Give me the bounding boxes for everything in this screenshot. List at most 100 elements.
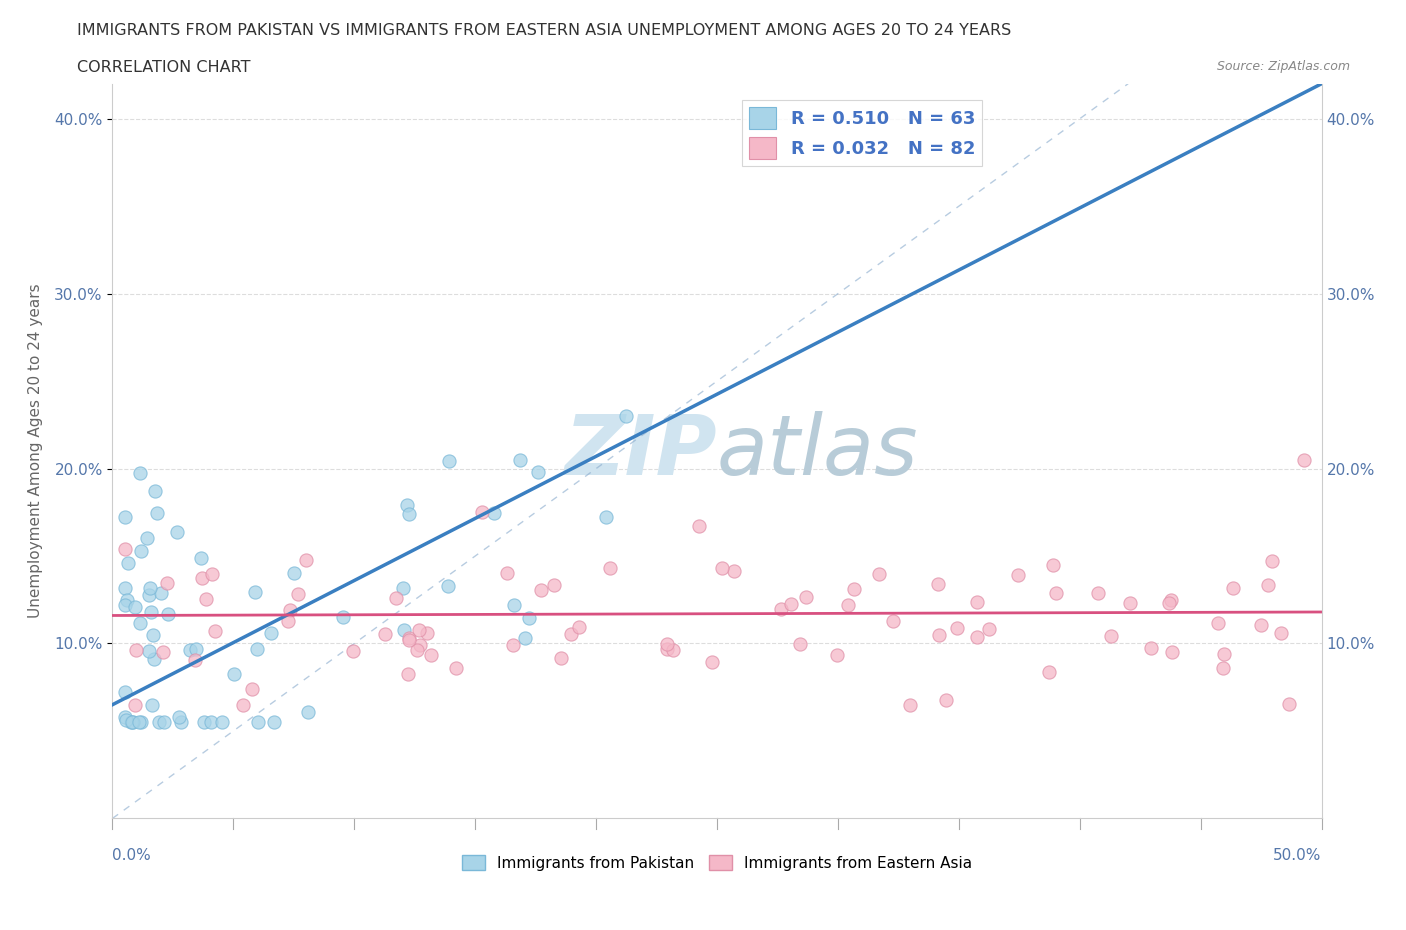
Point (1270, 626, 1292, 641)
Point (131, 715, 153, 730)
Point (392, 622, 415, 637)
Point (124, 600, 146, 615)
Point (496, 565, 519, 580)
Point (170, 715, 193, 730)
Point (156, 607, 179, 622)
Text: CORRELATION CHART: CORRELATION CHART (77, 60, 250, 75)
Point (143, 484, 166, 498)
Point (169, 710, 191, 724)
Point (287, 587, 309, 602)
Point (1045, 586, 1067, 601)
Text: 50.0%: 50.0% (1274, 848, 1322, 863)
Point (444, 660, 467, 675)
Point (149, 585, 172, 600)
Point (599, 561, 621, 576)
Point (868, 566, 890, 581)
Point (827, 647, 849, 662)
Point (201, 566, 224, 581)
Point (374, 627, 396, 642)
Point (139, 604, 162, 619)
Point (396, 667, 419, 682)
Point (1099, 629, 1122, 644)
Point (114, 510, 136, 525)
Point (966, 630, 988, 644)
Point (246, 642, 269, 657)
Point (409, 638, 432, 653)
Point (882, 614, 904, 629)
Point (121, 715, 143, 730)
Point (543, 578, 565, 592)
Point (129, 466, 152, 481)
Point (342, 644, 364, 658)
Point (655, 636, 678, 651)
Point (1222, 580, 1244, 595)
Point (260, 626, 283, 641)
Point (143, 651, 166, 666)
Point (1139, 641, 1161, 656)
Point (114, 542, 136, 557)
Point (129, 544, 152, 559)
Point (900, 698, 922, 712)
Point (297, 704, 319, 719)
Text: Source: ZipAtlas.com: Source: ZipAtlas.com (1216, 60, 1350, 73)
Point (128, 715, 150, 730)
Point (148, 715, 170, 730)
Point (398, 507, 420, 522)
Point (550, 651, 572, 666)
Point (1157, 596, 1180, 611)
Point (191, 571, 214, 586)
Point (186, 642, 208, 657)
Point (977, 622, 1000, 637)
Point (794, 590, 817, 604)
Point (1278, 697, 1301, 711)
Point (723, 564, 745, 578)
Point (842, 581, 865, 596)
Point (114, 710, 136, 724)
Point (789, 636, 811, 651)
Point (124, 698, 146, 712)
Point (193, 715, 215, 730)
Point (527, 465, 550, 480)
Point (211, 715, 233, 730)
Point (471, 505, 494, 520)
Legend: R = 0.510   N = 63, R = 0.032   N = 82: R = 0.510 N = 63, R = 0.032 N = 82 (742, 100, 983, 166)
Point (595, 510, 617, 525)
Point (136, 530, 159, 545)
Point (200, 715, 222, 730)
Point (392, 580, 415, 595)
Point (194, 591, 217, 606)
Point (568, 619, 591, 634)
Point (232, 698, 254, 712)
Point (115, 592, 138, 607)
Point (166, 525, 188, 539)
Point (437, 454, 460, 469)
Text: ZIP: ZIP (564, 410, 717, 492)
Point (416, 626, 439, 641)
Point (385, 591, 408, 605)
Point (502, 637, 524, 652)
Point (780, 597, 803, 612)
Point (530, 582, 553, 597)
Point (398, 632, 420, 647)
Point (138, 644, 160, 658)
Point (396, 498, 419, 512)
Point (245, 585, 267, 600)
Point (946, 620, 969, 635)
Point (1261, 553, 1284, 568)
Point (115, 712, 138, 727)
Point (332, 609, 354, 624)
Point (482, 506, 505, 521)
Point (1038, 664, 1060, 679)
Point (560, 627, 582, 642)
Point (142, 628, 165, 643)
Point (138, 588, 160, 603)
Point (283, 565, 305, 580)
Point (122, 715, 145, 730)
Point (277, 614, 299, 629)
Point (1212, 660, 1234, 675)
Point (769, 602, 792, 617)
Point (114, 684, 136, 699)
Point (688, 519, 710, 534)
Point (1160, 645, 1182, 660)
Point (1007, 568, 1029, 583)
